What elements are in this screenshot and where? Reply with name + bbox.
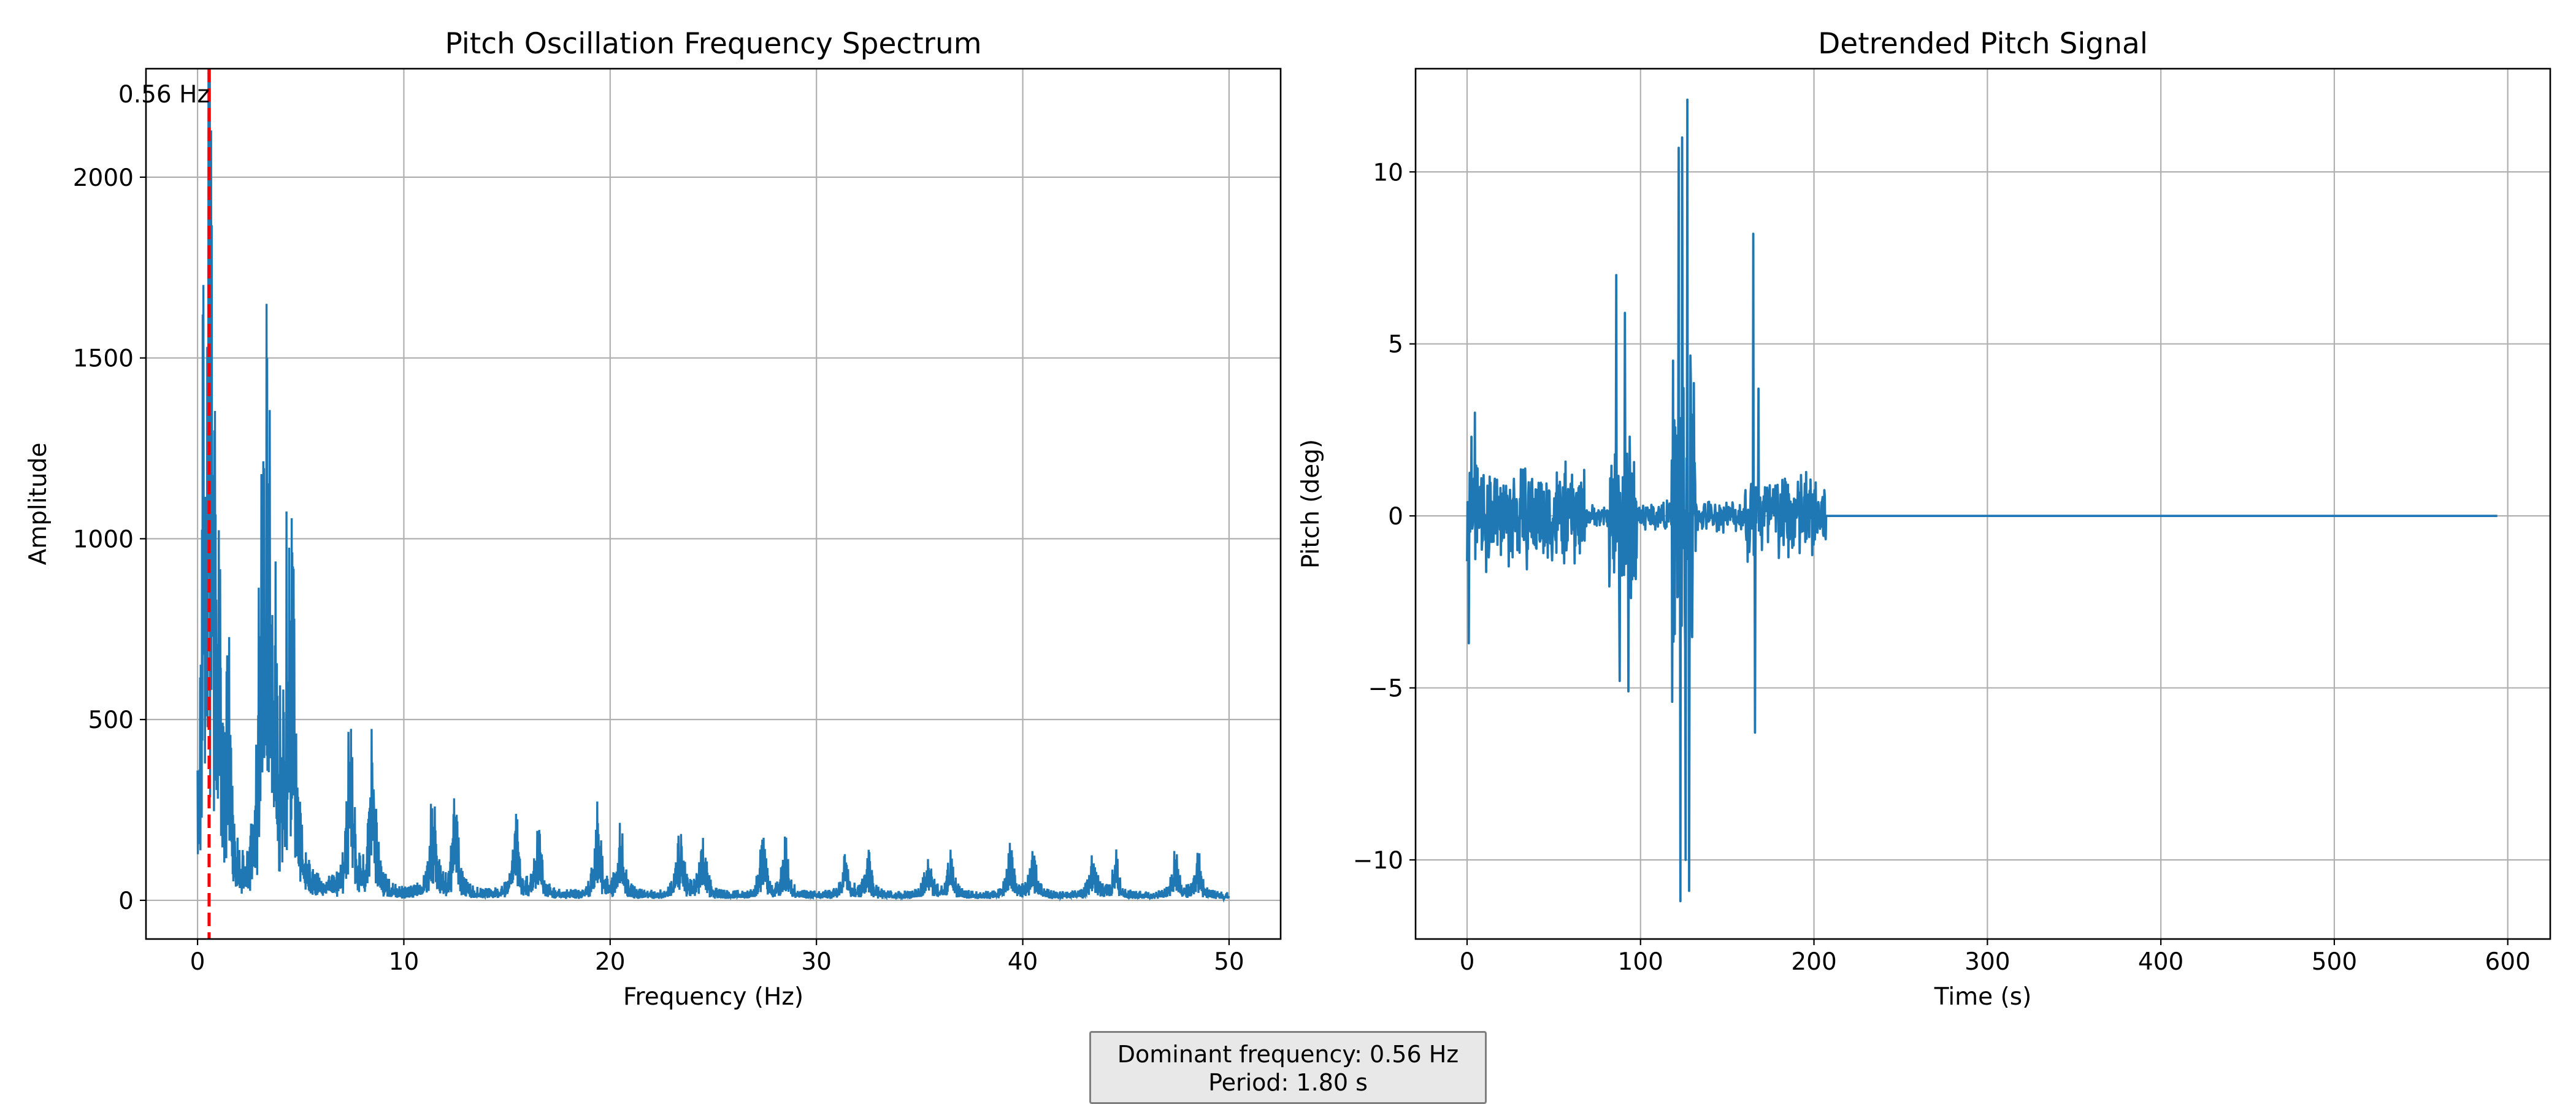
y-tick-label: 0 [1388,503,1403,531]
x-tick-label: 300 [1965,948,2010,976]
x-tick-label: 30 [801,948,832,976]
x-tick-label: 50 [1214,948,1244,976]
spectrum-series-line [196,69,1230,903]
x-tick-label: 10 [389,948,420,976]
period-text: Period: 1.80 s [1208,1069,1368,1096]
dominant-frequency-text: Dominant frequency: 0.56 Hz [1117,1041,1459,1068]
x-tick-label: 100 [1618,948,1663,976]
y-tick-label: 10 [1373,159,1403,186]
x-tick-label: 0 [1460,948,1475,976]
summary-box: Dominant frequency: 0.56 Hz Period: 1.80… [1089,1031,1487,1104]
y-tick-label: 1000 [73,526,134,553]
signal-title: Detrended Pitch Signal [1818,27,2148,61]
y-tick-label: 1500 [73,345,134,373]
x-tick-label: 500 [2312,948,2357,976]
y-tick-label: 0 [118,887,134,915]
signal-series-line [1466,98,2497,903]
spectrum-x-axis-label: Frequency (Hz) [623,983,803,1011]
y-tick-label: −10 [1353,847,1403,875]
signal-x-axis-label: Time (s) [1934,983,2032,1011]
y-tick-label: 500 [88,707,134,734]
spectrum-y-axis-label: Amplitude [25,443,52,565]
dominant-frequency-annotation: 0.56 Hz [118,81,210,109]
x-tick-label: 40 [1008,948,1038,976]
y-tick-label: −5 [1368,675,1404,703]
y-tick-label: 5 [1388,331,1403,359]
x-tick-label: 200 [1791,948,1836,976]
x-tick-label: 20 [595,948,626,976]
spectrum-frame [145,67,1282,940]
x-tick-label: 600 [2485,948,2530,976]
signal-y-axis-label: Pitch (deg) [1297,439,1325,569]
y-tick-label: 2000 [73,164,134,192]
x-tick-label: 0 [190,948,205,976]
signal-frame [1414,67,2551,940]
x-tick-label: 400 [2138,948,2183,976]
spectrum-title: Pitch Oscillation Frequency Spectrum [445,27,981,61]
